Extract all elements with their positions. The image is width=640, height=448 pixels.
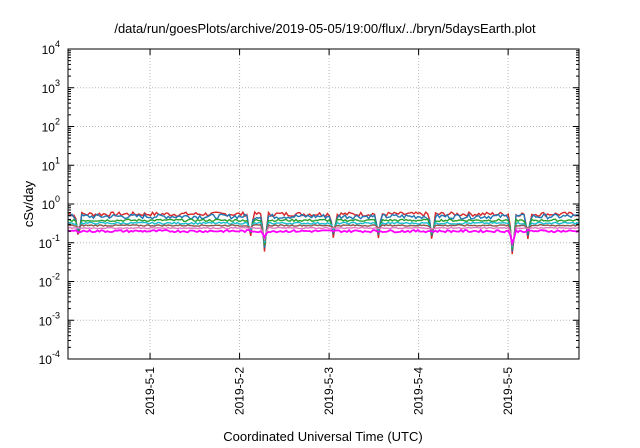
x-tick-label: 2019-5-3 — [322, 367, 336, 415]
y-tick-label: 10-3 — [39, 310, 60, 328]
x-tick-label: 2019-5-1 — [143, 367, 157, 415]
x-axis-label: Coordinated Universal Time (UTC) — [223, 429, 422, 444]
grid-lines — [68, 49, 579, 359]
y-tick-label: 10-1 — [39, 233, 60, 251]
data-series — [67, 210, 580, 255]
series-line — [67, 228, 580, 247]
y-tick-label: 101 — [42, 155, 60, 173]
series-line — [67, 223, 580, 246]
x-axis-ticks: 2019-5-1 2019-5-2 2019-5-3 2019-5-4 2019-5-5 — [143, 49, 515, 415]
y-axis-ticks: 10-4 10-3 10-2 10-1 100 101 102 103 104 — [39, 39, 579, 367]
x-tick-label: 2019-5-4 — [412, 367, 426, 415]
series-line — [67, 221, 580, 248]
x-tick-label: 2019-5-2 — [233, 367, 247, 415]
y-tick-label: 100 — [42, 194, 60, 212]
y-axis-label: cSv/day — [21, 180, 36, 227]
series-line — [67, 212, 580, 252]
chart-title: /data/run/goesPlots/archive/2019-05-05/1… — [114, 21, 536, 36]
y-tick-label: 103 — [42, 78, 60, 96]
y-tick-label: 104 — [42, 39, 60, 57]
y-tick-label: 10-4 — [39, 349, 60, 367]
series-line — [67, 217, 580, 250]
series-line — [67, 210, 580, 255]
y-tick-label: 10-2 — [39, 272, 60, 290]
x-tick-label: 2019-5-5 — [501, 367, 515, 415]
series-line — [67, 226, 580, 245]
y-tick-label: 102 — [42, 117, 60, 135]
